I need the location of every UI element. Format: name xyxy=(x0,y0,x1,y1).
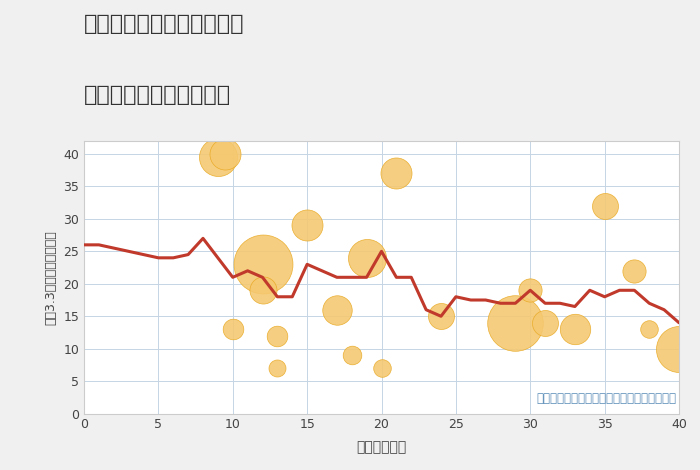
Point xyxy=(220,150,231,158)
Point xyxy=(525,287,536,294)
Point xyxy=(302,222,313,229)
Point xyxy=(212,154,223,161)
Point xyxy=(272,364,283,372)
Point xyxy=(257,260,268,268)
Point xyxy=(257,287,268,294)
Point xyxy=(331,306,342,313)
Point xyxy=(540,319,551,327)
Point xyxy=(569,325,580,333)
Point xyxy=(391,170,402,177)
Text: 円の大きさは、取引のあった物件面積を示す: 円の大きさは、取引のあった物件面積を示す xyxy=(536,392,676,406)
Point xyxy=(673,345,685,352)
Point xyxy=(346,352,357,359)
Point xyxy=(435,313,447,320)
X-axis label: 築年数（年）: 築年数（年） xyxy=(356,440,407,454)
Point xyxy=(361,254,372,262)
Point xyxy=(227,325,238,333)
Point xyxy=(510,319,521,327)
Point xyxy=(272,332,283,339)
Text: 兵庫県姫路市夢前町護持の: 兵庫県姫路市夢前町護持の xyxy=(84,14,244,34)
Point xyxy=(599,202,610,210)
Point xyxy=(629,267,640,274)
Y-axis label: 坪（3.3㎡）単価（万円）: 坪（3.3㎡）単価（万円） xyxy=(45,230,57,325)
Point xyxy=(376,364,387,372)
Point xyxy=(644,325,655,333)
Text: 築年数別中古戸建て価格: 築年数別中古戸建て価格 xyxy=(84,85,231,105)
